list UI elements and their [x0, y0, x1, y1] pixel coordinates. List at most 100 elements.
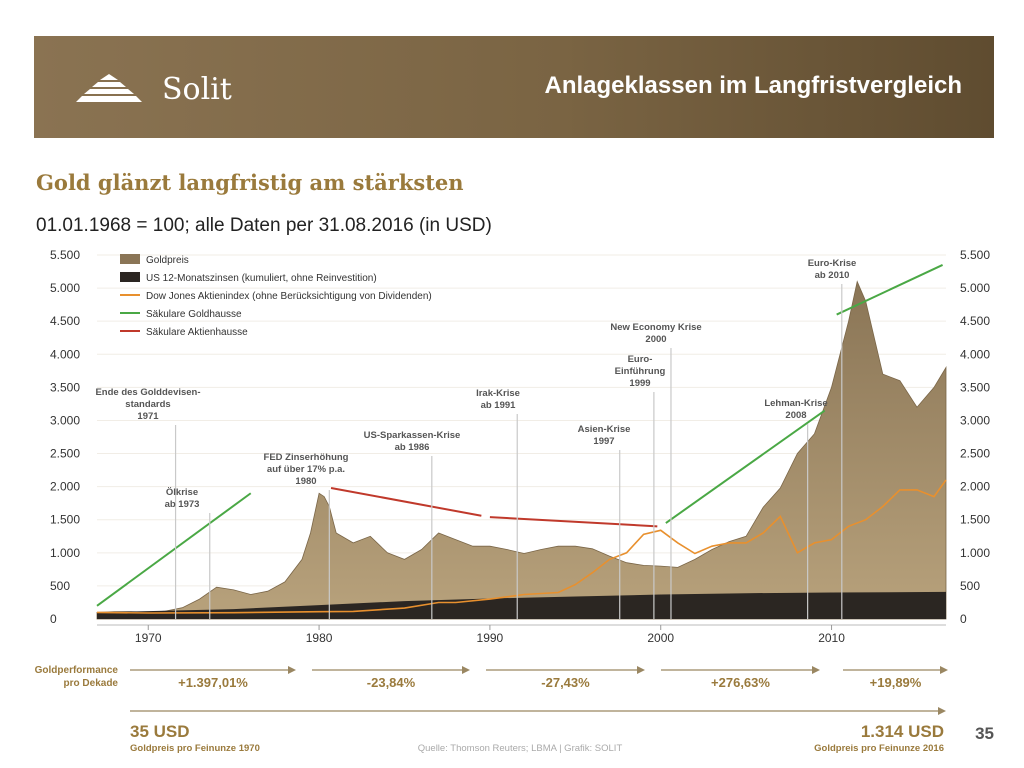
- y-tick-label-right: 0: [960, 612, 967, 626]
- event-label-line: 2000: [645, 334, 666, 345]
- gold-price-area: [96, 280, 947, 620]
- equity-trend-segment: [489, 516, 658, 528]
- gold-price-1970-label: Goldpreis pro Feinunze 1970: [130, 743, 260, 754]
- decade-performance-value: +276,63%: [711, 675, 770, 690]
- y-tick-label-left: 500: [50, 579, 70, 593]
- legend-swatch: [120, 272, 140, 282]
- event-label-line: Einführung: [615, 366, 666, 377]
- x-tick-label: 1990: [477, 631, 504, 645]
- logo-text: Solit: [162, 72, 232, 107]
- dow-jones-line: [96, 479, 947, 614]
- source-note: Quelle: Thomson Reuters; LBMA | Grafik: …: [418, 743, 623, 754]
- decade-arrow-head: [462, 666, 470, 674]
- event-label-line: Euro-Krise: [808, 258, 857, 269]
- page-number: 35: [975, 724, 994, 743]
- event-label: FED Zinserhöhung auf über 17% p.a. 1980: [264, 452, 349, 487]
- event-layer: Ende des Golddevisen-standards 1971 Ölkris…: [95, 258, 856, 619]
- full-period-arrow-head: [938, 707, 946, 715]
- y-tick-label-right: 4.000: [960, 347, 990, 361]
- decade-performance-label-line: pro Dekade: [64, 678, 119, 689]
- event-label: Euro-Krise ab 2010: [808, 258, 857, 281]
- decade-arrow-head: [812, 666, 820, 674]
- y-tick-label-right: 5.500: [960, 248, 990, 262]
- legend: Goldpreis US 12-Monatszinsen (kumuliert, …: [120, 254, 432, 338]
- event-label-line: 1980: [295, 476, 316, 487]
- event-label: Irak-Krise ab 1991: [476, 388, 520, 411]
- event-label-line: 1999: [629, 378, 650, 389]
- header-banner: Solit Anlageklassen im Langfristvergleic…: [34, 36, 994, 138]
- decade-performance-label: Goldperformance pro Dekade: [35, 665, 119, 689]
- y-tick-label-left: 3.000: [50, 413, 80, 427]
- y-tick-label-right: 500: [960, 579, 980, 593]
- page-subtitle: Gold glänzt langfristig am stärksten: [36, 170, 464, 195]
- decade-performance-value: +1.397,01%: [178, 675, 248, 690]
- gold-price-2016-label: Goldpreis pro Feinunze 2016: [814, 743, 944, 754]
- y-tick-label-right: 2.500: [960, 447, 990, 461]
- y-tick-label-left: 5.000: [50, 281, 80, 295]
- y-tick-label-right: 3.000: [960, 413, 990, 427]
- event-label: Ölkrise ab 1973: [165, 487, 200, 510]
- grid-layer: [97, 254, 946, 620]
- gold-price-2016-value: 1.314 USD: [861, 722, 944, 741]
- y-tick-label-left: 1.000: [50, 546, 80, 560]
- y-tick-label-right: 3.500: [960, 380, 990, 394]
- decade-arrow-head: [940, 666, 948, 674]
- event-label-line: 1971: [137, 411, 159, 422]
- x-tick-label: 2010: [818, 631, 845, 645]
- legend-label: US 12-Monatszinsen (kumuliert, ohne Rein…: [146, 273, 377, 284]
- y-tick-label-right: 2.000: [960, 480, 990, 494]
- event-label-line: ab 1986: [395, 442, 430, 453]
- gold-comparison-chart: Ende des Golddevisen-standards 1971 Ölkris…: [35, 248, 991, 754]
- series-layer: [96, 264, 947, 620]
- event-label-line: ab 1973: [165, 499, 200, 510]
- legend-swatch: [120, 254, 140, 264]
- x-tick-label: 2000: [647, 631, 674, 645]
- event-label: Euro-Einführung 1999: [615, 354, 666, 389]
- event-label-line: auf über 17% p.a.: [267, 464, 345, 475]
- y-tick-label-left: 0: [50, 612, 57, 626]
- event-label: New Economy Krise 2000: [610, 322, 701, 345]
- performance-panel: Goldperformance pro Dekade +1.397,01% -23,8…: [35, 665, 948, 754]
- legend-label: Goldpreis: [146, 255, 189, 266]
- x-tick-label: 1970: [135, 631, 162, 645]
- legend-label: Dow Jones Aktienindex (ohne Berücksichti…: [146, 291, 432, 302]
- event-label-line: Ende des Golddevisen-: [95, 387, 200, 398]
- y-tick-label-right: 4.500: [960, 314, 990, 328]
- event-label: Lehman-Krise 2008: [764, 398, 827, 421]
- header-title: Anlageklassen im Langfristvergleich: [544, 72, 962, 99]
- y-tick-label-right: 1.500: [960, 513, 990, 527]
- event-label-line: Euro-: [628, 354, 653, 365]
- axis-layer: 0 0 500 500 1.000 1.000 1.500 1.500 2.000 2.000 2.…: [50, 248, 990, 645]
- solit-logo-icon: [76, 74, 142, 102]
- event-label: Ende des Golddevisen-standards 1971: [95, 387, 200, 422]
- y-tick-label-left: 2.000: [50, 480, 80, 494]
- event-label-line: standards: [125, 399, 170, 410]
- y-tick-label-right: 5.000: [960, 281, 990, 295]
- legend-label: Säkulare Aktienhausse: [146, 327, 248, 338]
- gold-trend-segment: [96, 492, 252, 607]
- event-label-line: Asien-Krise: [578, 424, 631, 435]
- decade-performance-label-line: Goldperformance: [35, 665, 119, 676]
- decade-arrow-head: [637, 666, 645, 674]
- y-tick-label-right: 1.000: [960, 546, 990, 560]
- x-tick-label: 1980: [306, 631, 333, 645]
- gold-trend-segment: [665, 409, 826, 524]
- equity-trend-segment: [330, 486, 482, 517]
- y-tick-label-left: 3.500: [50, 380, 80, 394]
- y-tick-label-left: 5.500: [50, 248, 80, 262]
- decade-arrow-head: [288, 666, 296, 674]
- event-label: Asien-Krise 1997: [578, 424, 631, 447]
- event-label-line: Ölkrise: [166, 487, 198, 498]
- event-label-line: ab 1991: [481, 400, 517, 411]
- event-label-line: FED Zinserhöhung: [264, 452, 349, 463]
- event-label-line: US-Sparkassen-Krise: [364, 430, 461, 441]
- event-label-line: 1997: [593, 436, 614, 447]
- y-tick-label-left: 1.500: [50, 513, 80, 527]
- decade-performance-value: -23,84%: [367, 675, 416, 690]
- legend-label: Säkulare Goldhausse: [146, 309, 242, 320]
- y-tick-label-left: 4.500: [50, 314, 80, 328]
- event-label-line: 2008: [785, 410, 806, 421]
- event-label-line: Irak-Krise: [476, 388, 520, 399]
- event-label-line: Lehman-Krise: [764, 398, 827, 409]
- decade-performance-value: +19,89%: [870, 675, 922, 690]
